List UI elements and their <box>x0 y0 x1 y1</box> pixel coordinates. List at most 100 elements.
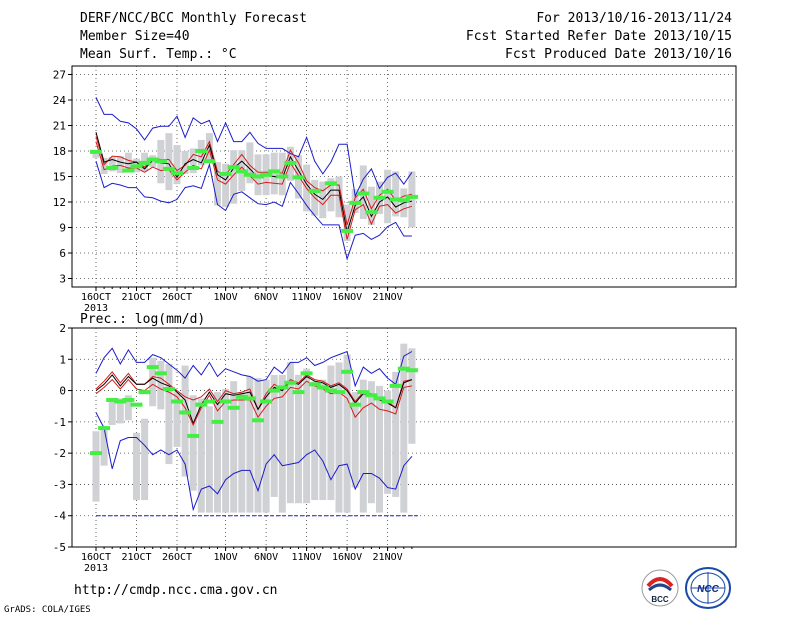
prec-spread-box <box>108 399 116 425</box>
prec-observed-marker <box>187 433 200 438</box>
prec-y-tick-label: -1 <box>53 416 66 429</box>
prec-observed-marker <box>162 387 175 392</box>
prec-variable-label: Prec.: log(mm/d) <box>80 312 205 327</box>
temp-spread-box <box>214 162 221 206</box>
prec-spread-box <box>254 378 262 513</box>
temp-x-tick-label: 11NOV <box>292 292 322 303</box>
prec-spread-box <box>408 348 416 444</box>
temp-observed-marker <box>154 159 167 164</box>
temp-y-tick-label: 12 <box>53 196 66 209</box>
forecast-started-date: Fcst Started Refer Date 2013/10/15 <box>465 29 732 44</box>
prec-observed-marker <box>349 402 362 407</box>
source-url[interactable]: http://cmdp.ncc.cma.gov.cn <box>74 583 278 598</box>
temp-spread-box <box>278 152 286 196</box>
prec-observed-marker <box>300 371 313 376</box>
prec-spread-box <box>214 392 221 513</box>
temp-y-tick-label: 24 <box>53 94 67 107</box>
prec-spread-box <box>133 432 140 501</box>
temp-max-line <box>95 97 413 198</box>
temp-spread-box <box>92 152 100 158</box>
temp-observed-marker <box>203 159 216 164</box>
temp-observed-marker <box>268 169 281 174</box>
prec-observed-marker <box>276 385 289 390</box>
prec-spread-box <box>181 365 189 477</box>
prec-observed-marker <box>381 399 394 404</box>
temp-observed-marker <box>162 166 175 171</box>
temp-observed-marker <box>324 181 337 186</box>
temp-observed-marker <box>341 228 354 233</box>
forecast-produced-date: Fcst Produced Date 2013/10/16 <box>505 47 732 62</box>
prec-spread-box <box>165 363 173 465</box>
temp-spread-box <box>100 157 108 174</box>
temp-x-tick-label: 21NOV <box>373 292 403 303</box>
temp-observed-marker <box>187 166 200 170</box>
prec-observed-marker <box>227 405 240 410</box>
prec-observed-marker <box>389 383 402 388</box>
temp-spread-box <box>181 151 189 174</box>
temp-spread-box <box>392 171 400 217</box>
prec-y-tick-label: 2 <box>59 322 66 335</box>
prec-observed-marker <box>211 419 224 424</box>
temp-spread-box <box>230 150 238 204</box>
temp-observed-marker <box>373 195 386 200</box>
temp-observed-marker <box>122 168 135 173</box>
temp-spread-box <box>108 156 116 172</box>
prec-x-tick-label: 21NOV <box>373 552 403 563</box>
prec-spread-box <box>116 398 124 424</box>
prec-spread-box <box>270 374 278 497</box>
prec-spread-box <box>295 374 302 504</box>
prec-spread-box <box>189 395 197 491</box>
prec-x-tick-label: 11NOV <box>292 552 322 563</box>
temp-observed-marker <box>235 169 248 174</box>
prec-spread-box <box>197 398 205 513</box>
temp-year-label: 2013 <box>84 303 108 314</box>
prec-spread-box <box>262 379 270 513</box>
prec-spread-box <box>351 392 359 488</box>
prec-spread-box <box>124 395 132 421</box>
temp-observed-marker <box>389 197 402 202</box>
prec-spread-box <box>222 389 230 513</box>
temp-spread-box <box>116 156 124 174</box>
temp-observed-marker <box>106 166 119 170</box>
prec-observed-marker <box>284 380 297 385</box>
temp-x-tick-label: 26OCT <box>162 292 192 303</box>
temp-observed-marker <box>195 149 208 153</box>
prec-spread-box <box>319 379 327 501</box>
prec-spread-box <box>311 381 319 501</box>
prec-x-tick-label: 6NOV <box>254 552 278 563</box>
prec-observed-marker <box>333 390 345 395</box>
prec-spread-box <box>230 381 238 513</box>
prec-observed-marker <box>179 410 192 415</box>
prec-x-tick-label: 21OCT <box>121 552 151 563</box>
prec-spread-box <box>303 368 311 504</box>
grads-credit: GrADS: COLA/IGES <box>4 605 91 615</box>
prec-year-label: 2013 <box>84 563 108 574</box>
temp-y-tick-label: 3 <box>59 273 66 286</box>
temp-y-tick-label: 18 <box>53 145 66 158</box>
temp-observed-marker <box>381 189 394 194</box>
temp-spread-box <box>408 171 416 228</box>
prec-p_low-line <box>95 378 412 427</box>
temp-spread-box <box>173 145 181 185</box>
prec-observed-marker <box>243 396 256 401</box>
prec-observed-marker <box>90 451 102 456</box>
temp-spread-box <box>367 186 375 225</box>
temp-spread-box <box>222 163 230 208</box>
temp-x-tick-label: 16NOV <box>332 292 362 303</box>
temp-observed-marker <box>292 175 305 180</box>
prec-min-line <box>95 412 413 512</box>
temp-observed-marker <box>227 165 240 170</box>
prec-spread-box <box>392 371 400 497</box>
prec-observed-marker <box>308 382 321 387</box>
prec-observed-marker <box>154 371 167 376</box>
prec-observed-marker <box>219 399 232 404</box>
prec-observed-marker <box>122 397 135 402</box>
prec-observed-marker <box>114 399 127 404</box>
prec-spread-box <box>359 379 367 513</box>
prec-observed-marker <box>268 388 281 393</box>
prec-spread-box <box>246 376 254 513</box>
temp-y-tick-label: 21 <box>53 120 66 133</box>
temp-observed-marker <box>357 191 370 196</box>
temp-observed-marker <box>260 172 273 177</box>
temp-observed-marker <box>171 171 183 176</box>
